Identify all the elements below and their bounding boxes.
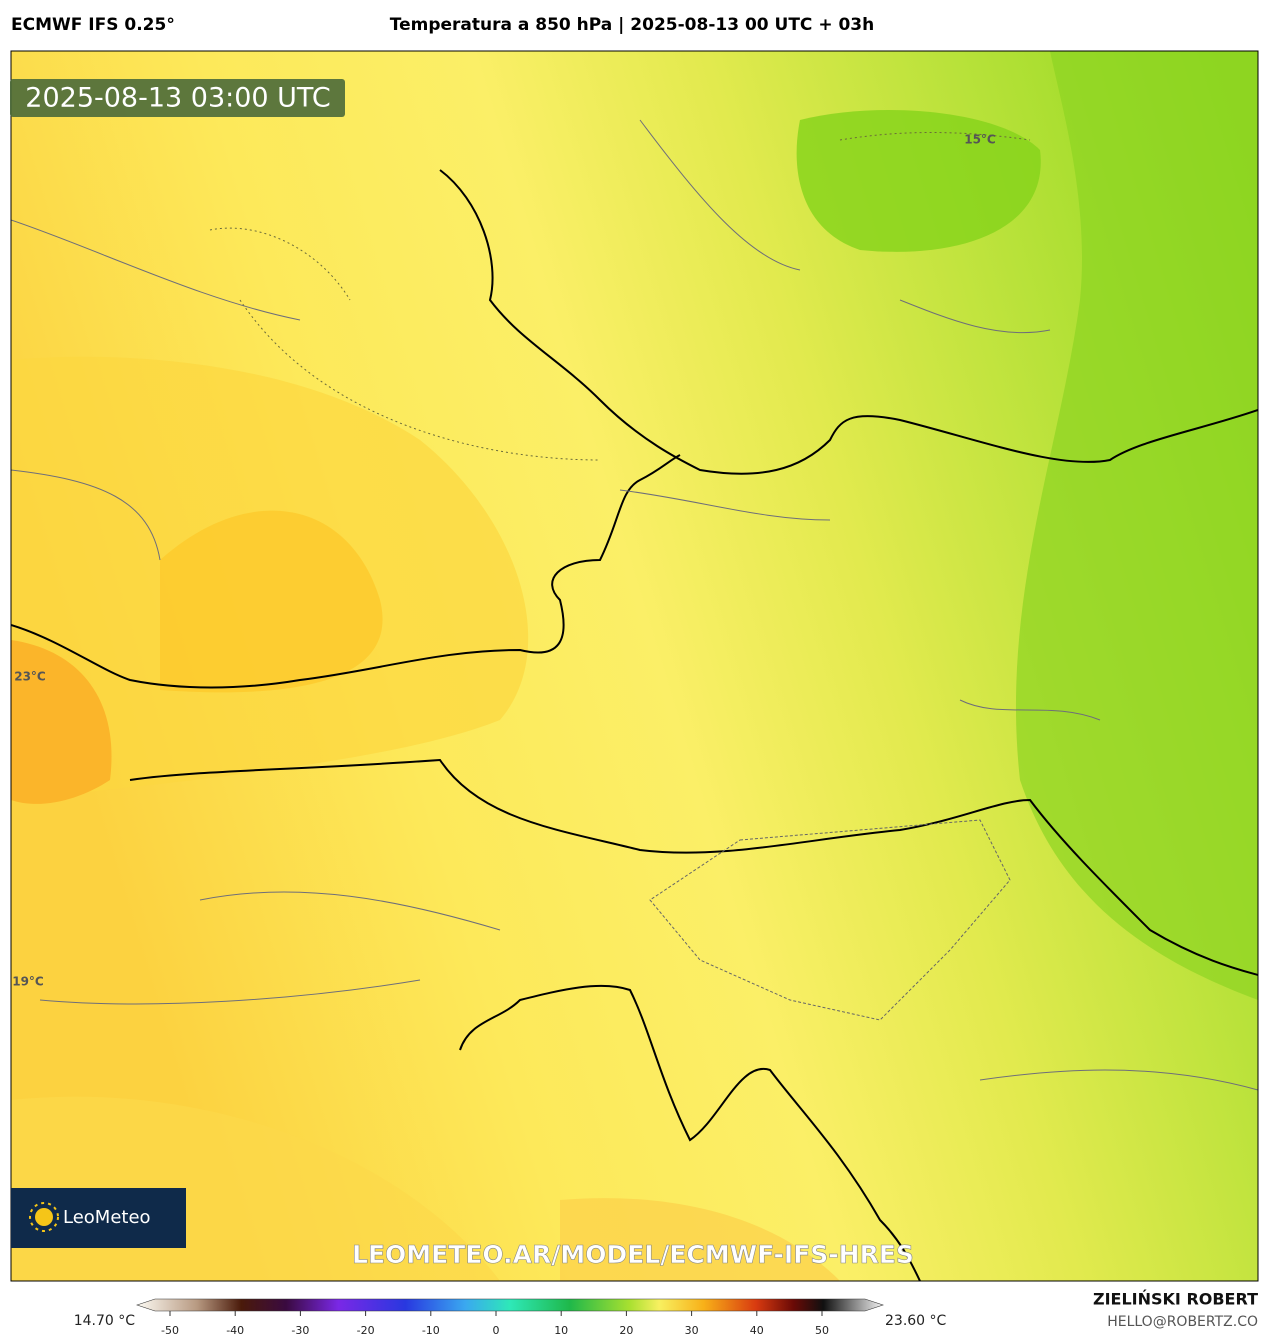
logo-rays	[29, 1202, 59, 1232]
cool-core	[796, 110, 1041, 252]
isotherm	[209, 132, 1031, 461]
colorbar-tick-label: -30	[291, 1324, 309, 1337]
colorbar-tick-label: -10	[422, 1324, 440, 1337]
border	[439, 169, 1258, 475]
coastline	[459, 984, 921, 1281]
warm-core-west	[11, 640, 112, 804]
author: ZIELIŃSKI ROBERT	[1093, 1290, 1258, 1309]
region-boundary	[11, 119, 1258, 1091]
municipality-boundaries	[649, 819, 1011, 1021]
warm-core	[160, 510, 383, 693]
contour-label: 19°C	[12, 975, 44, 989]
valid-time: 2025-08-13 03:00 UTC	[25, 83, 330, 114]
warm-south-east	[560, 1198, 840, 1281]
colorbar-tick-label: -40	[226, 1324, 244, 1337]
watermark: LEOMETEO.AR/MODEL/ECMWF-IFS-HRES	[352, 1240, 914, 1269]
colorbar-tick-label: 0	[493, 1324, 500, 1337]
cool-zone	[1015, 51, 1258, 1000]
colorbar-max: 23.60 °C	[885, 1313, 947, 1329]
map-title: Temperatura a 850 hPa | 2025-08-13 00 UT…	[390, 15, 875, 35]
colorbar-tick-label: 40	[750, 1324, 764, 1337]
colorbar-tick-label: 30	[685, 1324, 699, 1337]
contour-label: 15°C	[964, 133, 996, 147]
colorbar-tick-label: -20	[357, 1324, 375, 1337]
colorbar-min: 14.70 °C	[74, 1313, 136, 1329]
colorbar-tick-label: 20	[619, 1324, 633, 1337]
valid-time-box	[10, 79, 345, 117]
border	[129, 758, 1258, 976]
contour-label: 23°C	[14, 670, 46, 684]
logo-sun	[35, 1208, 53, 1226]
model-name: ECMWF IFS 0.25°	[11, 15, 175, 35]
map-area	[11, 51, 1258, 1281]
colorbar-tick-label: 50	[815, 1324, 829, 1337]
colorbar-tick-label: -50	[161, 1324, 179, 1337]
map-frame	[10, 50, 1259, 1282]
colorbar	[136, 1298, 884, 1312]
logo-text: LeoMeteo	[63, 1207, 151, 1228]
border	[11, 454, 681, 689]
colorbar-tick-label: 10	[554, 1324, 568, 1337]
contact: HELLO@ROBERTZ.CO	[1107, 1314, 1258, 1330]
